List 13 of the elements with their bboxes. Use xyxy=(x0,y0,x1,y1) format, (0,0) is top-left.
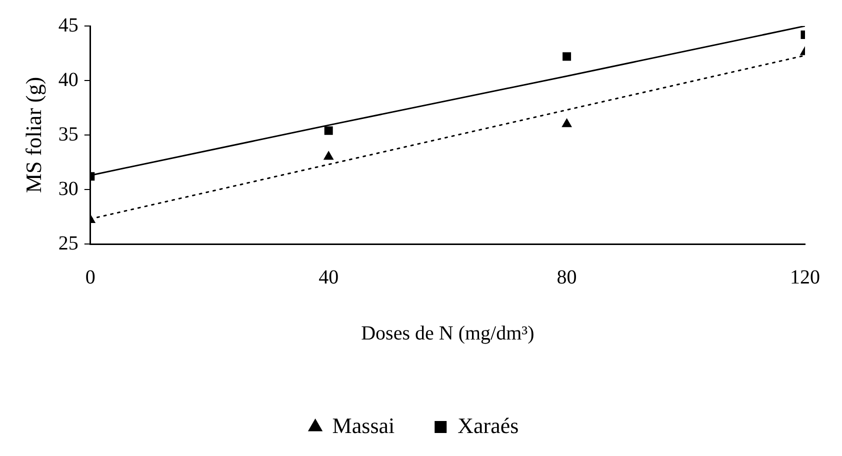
y-tick-label: 45 xyxy=(58,14,78,36)
y-axis-title: MS foliar (g) xyxy=(20,76,46,194)
y-tick-label: 30 xyxy=(58,178,78,200)
legend-label: Massai xyxy=(332,412,395,438)
x-tick-label: 0 xyxy=(85,266,96,288)
y-tick-label: 35 xyxy=(58,123,78,146)
x-tick-label: 40 xyxy=(318,266,339,288)
legend-label: Xaraés xyxy=(458,412,519,438)
x-tick-label: 80 xyxy=(556,266,577,288)
y-tick-label: 25 xyxy=(58,232,78,254)
x-axis-title: Doses de N (mg/dm³) xyxy=(361,322,534,344)
x-tick-label: 120 xyxy=(790,266,820,288)
y-tick-label: 40 xyxy=(58,68,78,91)
